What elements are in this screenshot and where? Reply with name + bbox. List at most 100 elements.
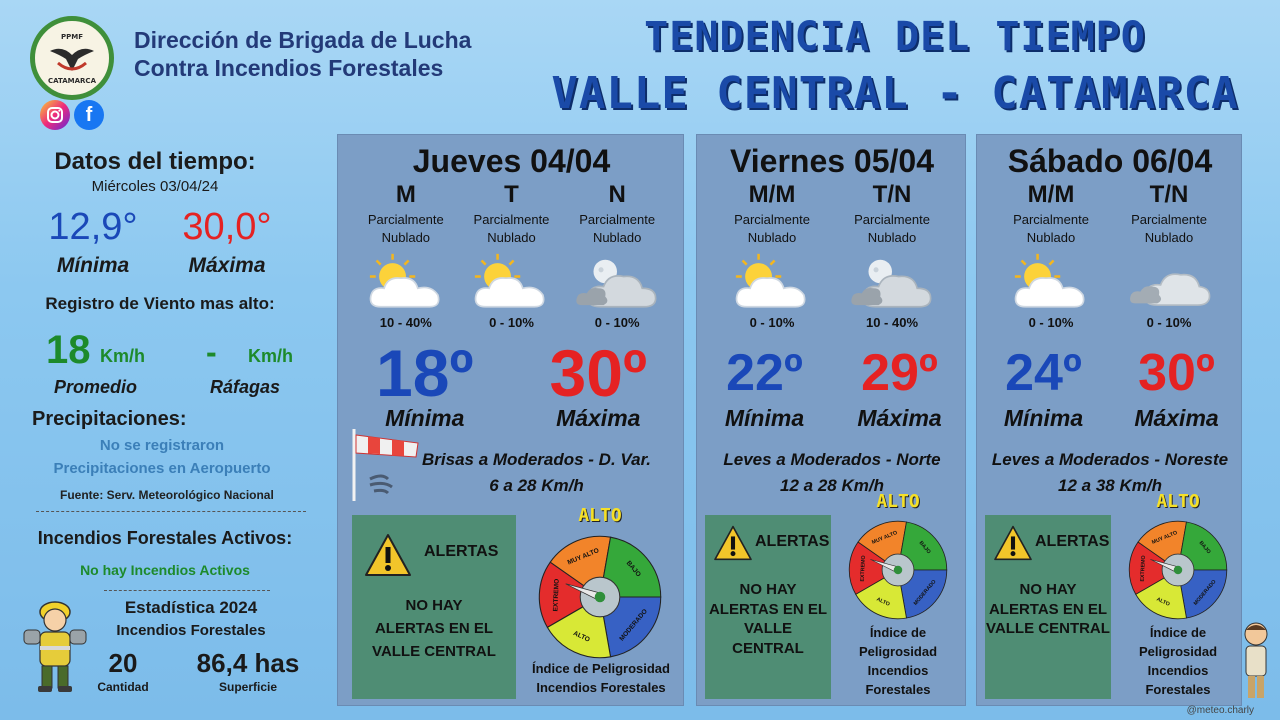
datos-title: Datos del tiempo: xyxy=(54,148,256,175)
alert-message-line: NO HAY xyxy=(405,597,463,614)
alert-message-line: NO HAY xyxy=(739,581,797,598)
stats-area: 86,4 has xyxy=(196,648,300,678)
condition-line2: Nublado xyxy=(867,230,917,245)
danger-index-label: Peligrosidad xyxy=(1138,644,1218,659)
source-label: Fuente: Serv. Meteorológico Nacional xyxy=(60,488,274,502)
wind-speed: 12 a 28 Km/h xyxy=(780,476,884,495)
facebook-icon[interactable]: f xyxy=(74,100,104,130)
condition-line2: Nublado xyxy=(1144,230,1194,245)
wind-gust-label: Ráfagas xyxy=(210,377,281,397)
wind-description: Leves a Moderados - Noreste xyxy=(991,450,1229,469)
stats-title: Estadística 2024 xyxy=(124,598,258,617)
svg-text:EXTREMO: EXTREMO xyxy=(1140,555,1147,581)
observed-max: 30,0° xyxy=(182,206,272,248)
alert-message-line: NO HAY xyxy=(1019,581,1077,598)
danger-index-label: Índice de Peligrosidad xyxy=(532,661,670,676)
forecast-max-temp: 30º xyxy=(1138,344,1215,402)
warning-icon xyxy=(364,533,412,581)
forecast-panel-day-1: Jueves 04/04 M Parcialmente Nublado 10 - 40%… xyxy=(337,134,684,706)
period-label: M/M xyxy=(748,181,796,208)
svg-text:ALTO: ALTO xyxy=(1155,597,1170,608)
alert-message-line: VALLE CENTRAL xyxy=(372,643,496,660)
alert-title: ALERTAS xyxy=(755,533,830,550)
condition-line1: Parcialmente xyxy=(579,212,656,227)
observed-min-label: Mínima xyxy=(56,254,130,277)
warning-icon xyxy=(993,525,1033,565)
datos-date: Miércoles 03/04/24 xyxy=(91,178,219,195)
precip-line1: No se registraron xyxy=(99,437,225,454)
alert-title: ALERTAS xyxy=(424,543,499,560)
fire-danger-gauge: EXTREMO MUY ALTO BAJO MODERADO ALTO xyxy=(534,531,666,667)
rain-probability: 0 - 10% xyxy=(489,315,534,330)
alert-box: ALERTAS NO HAY ALERTAS EN EL VALLE CENTRAL xyxy=(705,515,831,699)
danger-level-label: ALTO xyxy=(578,505,622,526)
stats-subtitle: Incendios Forestales xyxy=(116,622,266,639)
alert-box: ALERTAS NO HAY ALERTAS EN EL VALLE CENTRAL xyxy=(352,515,516,699)
danger-index-label: Forestales xyxy=(865,682,931,697)
fire-danger-gauge: EXTREMO MUY ALTO BAJO MODERADO ALTO xyxy=(1125,517,1231,627)
credit-handle: @meteo.charly xyxy=(1186,705,1254,716)
divider xyxy=(36,511,306,512)
condition-line1: Parcialmente xyxy=(473,212,550,227)
period-label: T/N xyxy=(872,181,912,208)
condition-line2: Nublado xyxy=(592,230,642,245)
period-label: N xyxy=(608,181,626,208)
alert-message-line: ALERTAS EN EL xyxy=(374,620,494,637)
forecast-max-label: Máxima xyxy=(1134,405,1219,431)
alert-message-line: ALERTAS EN EL xyxy=(988,600,1108,618)
day-title: Jueves 04/04 xyxy=(412,143,611,179)
cloudy-icon xyxy=(1110,253,1228,317)
forecast-max-temp: 30º xyxy=(549,336,648,410)
condition-line2: Nublado xyxy=(1026,230,1076,245)
rain-probability: 0 - 10% xyxy=(1146,315,1192,330)
alert-message-line: ALERTAS EN EL xyxy=(708,600,828,618)
svg-text:ALTO: ALTO xyxy=(875,597,890,608)
danger-index-label: Incendios xyxy=(1147,663,1209,678)
rain-probability: 10 - 40% xyxy=(865,315,919,330)
forecast-min-label: Mínima xyxy=(724,405,805,431)
forecast-min-temp: 18º xyxy=(375,336,474,410)
forecast-max-temp: 29º xyxy=(861,344,938,402)
wind-speed: 12 a 38 Km/h xyxy=(1058,476,1162,495)
meteorologist-avatar-icon xyxy=(1244,622,1268,698)
wind-avg-label: Promedio xyxy=(54,377,138,397)
rain-probability: 10 - 40% xyxy=(379,315,432,330)
alert-message-line: VALLE xyxy=(743,620,793,637)
alert-message-line: CENTRAL xyxy=(732,639,804,657)
org-name: Dirección de Brigada de Lucha Contra Inc… xyxy=(134,26,471,82)
wind-description: Brisas a Moderados - D. Var. xyxy=(422,450,651,469)
danger-index-label: Forestales xyxy=(1145,682,1211,697)
danger-index-label: Índice de xyxy=(1149,625,1207,640)
rain-probability: 0 - 10% xyxy=(1028,315,1074,330)
danger-level-label: ALTO xyxy=(1156,491,1200,512)
forecast-min-label: Mínima xyxy=(385,405,465,431)
precip-line2: Precipitaciones en Aeropuerto xyxy=(53,460,271,477)
period-label: T xyxy=(504,181,519,208)
logo-text-top: PPMF xyxy=(60,33,83,41)
fire-danger-gauge: EXTREMO MUY ALTO BAJO MODERADO ALTO xyxy=(845,517,951,627)
condition-line1: Parcialmente xyxy=(854,212,930,227)
wind-description: Leves a Moderados - Norte xyxy=(723,450,941,469)
condition-line1: Parcialmente xyxy=(367,212,444,227)
instagram-icon[interactable] xyxy=(40,100,70,130)
forecast-max-label: Máxima xyxy=(556,405,641,431)
wind-avg-unit: Km/h xyxy=(100,346,145,366)
danger-level-label: ALTO xyxy=(876,491,920,512)
stats-count: 20 xyxy=(108,648,138,678)
observed-min: 12,9° xyxy=(48,206,138,248)
day-title: Sábado 06/04 xyxy=(1007,143,1213,179)
svg-text:EXTREMO: EXTREMO xyxy=(552,579,560,612)
viento-title: Registro de Viento mas alto: xyxy=(45,294,275,313)
partly-cloudy-icon xyxy=(992,253,1110,317)
forecast-min-temp: 24º xyxy=(1005,344,1082,402)
alert-title: ALERTAS xyxy=(1035,533,1110,550)
night-cloudy-icon xyxy=(564,253,670,317)
precip-title: Precipitaciones: xyxy=(32,408,187,430)
condition-line2: Nublado xyxy=(381,230,431,245)
forecast-max-label: Máxima xyxy=(857,405,942,431)
rain-probability: 0 - 10% xyxy=(749,315,795,330)
forecast-min-label: Mínima xyxy=(1003,405,1084,431)
danger-index-label: Peligrosidad xyxy=(858,644,938,659)
alert-message-line: VALLE CENTRAL xyxy=(986,620,1110,637)
brigade-logo: PPMF CATAMARCA xyxy=(30,16,114,100)
